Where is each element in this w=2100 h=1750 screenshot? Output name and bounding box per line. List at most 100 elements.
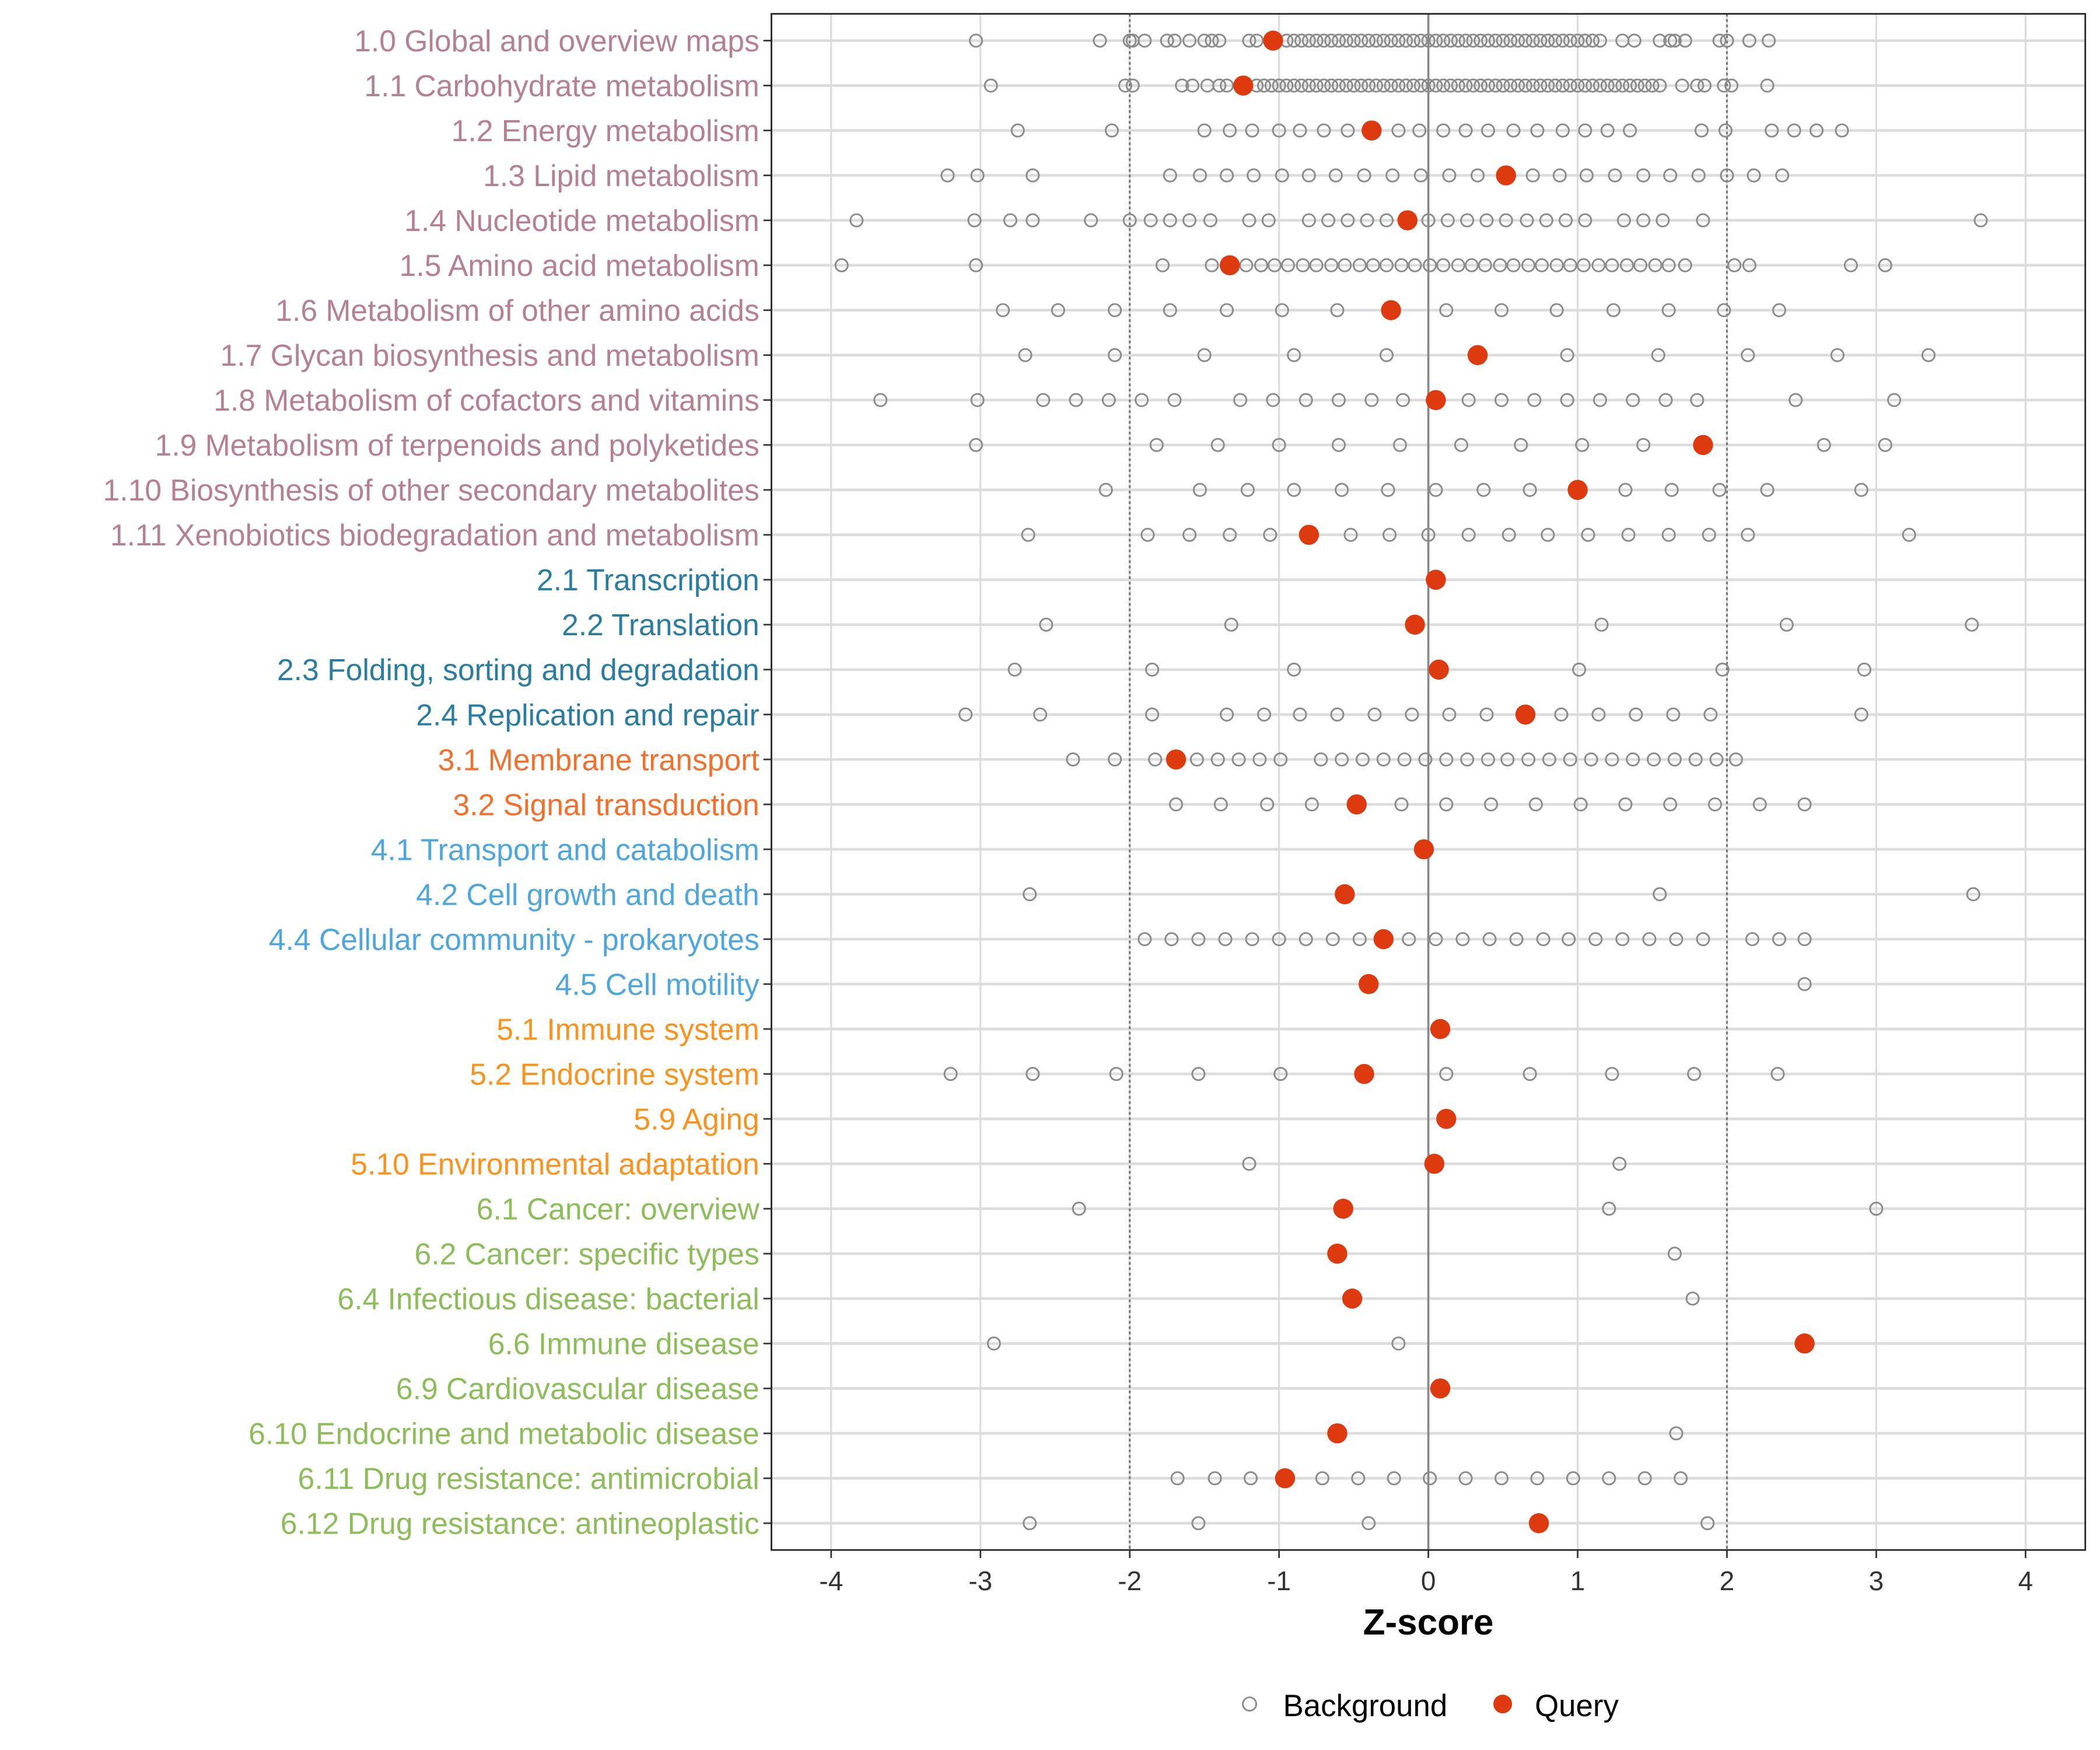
background-point — [1287, 348, 1301, 362]
background-point — [1023, 887, 1037, 902]
background-point — [1072, 1202, 1086, 1216]
background-point — [1280, 258, 1296, 272]
background-point — [1408, 258, 1422, 272]
query-point — [1275, 1468, 1296, 1489]
background-point — [1520, 213, 1534, 228]
background-point — [1464, 258, 1479, 272]
category-row: 1.7 Glycan biosynthesis and metabolism — [220, 338, 1936, 372]
background-point — [1474, 78, 1488, 93]
background-point — [1605, 258, 1619, 272]
background-point — [1525, 168, 1540, 183]
background-point — [1809, 123, 1824, 138]
background-point — [1294, 78, 1309, 93]
category-row: 6.9 Cardiovascular disease — [396, 1372, 1451, 1406]
category-label: 6.1 Cancer: overview — [477, 1192, 760, 1226]
x-tick-label: 1 — [1570, 1566, 1586, 1596]
query-point — [1166, 749, 1186, 770]
background-point — [1335, 752, 1349, 766]
background-point — [1026, 213, 1040, 228]
background-point — [1392, 438, 1408, 452]
background-point — [1509, 932, 1524, 947]
background-point — [1298, 932, 1313, 947]
background-point — [1279, 78, 1294, 93]
category-row: 1.8 Metabolism of cofactors and vitamins — [214, 383, 1902, 417]
background-point — [1233, 393, 1248, 407]
background-point — [1272, 78, 1286, 93]
background-point — [1458, 123, 1473, 138]
background-point — [1488, 33, 1503, 48]
background-point — [1663, 168, 1678, 183]
background-point — [1376, 78, 1391, 93]
background-point — [1354, 33, 1368, 48]
background-point — [1602, 1471, 1616, 1486]
background-point — [1591, 707, 1606, 722]
background-point — [1406, 78, 1421, 93]
background-point — [1197, 348, 1212, 362]
background-point — [1382, 527, 1397, 542]
background-point — [1122, 213, 1137, 228]
category-row: 3.1 Membrane transport — [438, 743, 1743, 776]
background-point — [1296, 258, 1310, 272]
background-point — [1301, 78, 1316, 93]
background-point — [1605, 752, 1619, 766]
background-point — [1619, 258, 1634, 272]
category-label: 5.9 Aging — [634, 1102, 759, 1136]
background-point — [1478, 258, 1492, 272]
background-point — [1530, 1471, 1545, 1486]
background-point — [1175, 78, 1189, 93]
x-tick-label: -2 — [1118, 1566, 1142, 1596]
background-point — [1384, 78, 1398, 93]
background-point — [1461, 527, 1476, 542]
background-point — [1167, 393, 1182, 407]
category-row: 1.0 Global and overview maps — [354, 24, 1776, 58]
background-point — [1674, 1471, 1688, 1486]
query-point — [1397, 210, 1418, 230]
background-point — [1555, 78, 1570, 93]
background-point — [1163, 303, 1177, 317]
background-point — [1626, 752, 1640, 766]
background-point — [1189, 752, 1204, 766]
background-point — [1324, 258, 1339, 272]
background-point — [1413, 78, 1428, 93]
background-point — [1260, 797, 1275, 811]
background-point — [1429, 33, 1443, 48]
background-point — [1663, 33, 1678, 48]
background-point — [1191, 1066, 1206, 1082]
background-point — [1630, 78, 1644, 93]
x-tick-label: 4 — [2018, 1566, 2034, 1596]
category-row: 6.11 Drug resistance: antimicrobial — [298, 1462, 1688, 1496]
background-point — [1661, 303, 1676, 317]
x-axis-title: Z-score — [1363, 1602, 1494, 1643]
background-point — [1436, 33, 1451, 48]
background-point — [1340, 213, 1355, 228]
background-point — [1406, 33, 1421, 48]
query-point — [1354, 1063, 1374, 1084]
background-point — [1521, 258, 1536, 272]
background-point — [1511, 78, 1525, 93]
background-point — [1402, 932, 1416, 947]
background-point — [1717, 78, 1731, 93]
background-point — [1502, 527, 1516, 542]
query-point — [1429, 659, 1449, 680]
category-label: 4.4 Cellular community - prokaryotes — [269, 922, 760, 956]
background-point — [1220, 707, 1234, 722]
query-point — [1496, 165, 1516, 186]
background-point — [970, 393, 985, 407]
background-point — [1421, 33, 1436, 48]
background-point — [1566, 1471, 1580, 1486]
background-point — [1653, 78, 1667, 93]
background-point — [1243, 1471, 1258, 1486]
background-point — [1494, 393, 1509, 407]
query-point — [1362, 120, 1382, 141]
query-point — [1413, 839, 1434, 860]
category-label: 1.8 Metabolism of cofactors and vitamins — [214, 383, 760, 417]
background-point — [1169, 797, 1184, 811]
background-point — [1797, 977, 1812, 992]
background-point — [1145, 662, 1160, 677]
background-point — [1051, 303, 1065, 317]
background-point — [1191, 1516, 1206, 1531]
legend-query-label: Query — [1535, 1689, 1619, 1723]
background-point — [1637, 78, 1652, 93]
background-point — [1182, 213, 1197, 228]
background-point — [1522, 1066, 1537, 1082]
